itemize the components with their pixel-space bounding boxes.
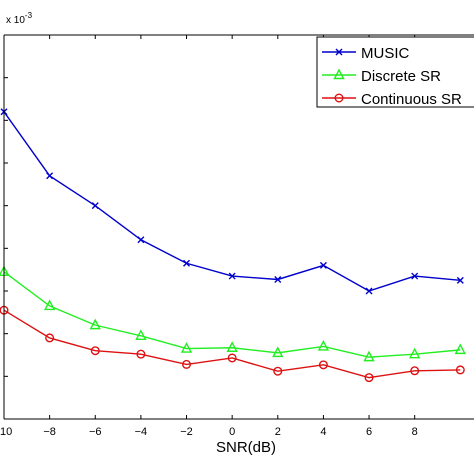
y-scale-label: x 10-3: [6, 11, 33, 26]
plot-axes: [3, 34, 474, 420]
data-point-music: [319, 261, 327, 269]
data-point-music: [228, 272, 236, 280]
series-continuous-sr: [0, 305, 465, 383]
data-point-discrete-sr: [317, 339, 330, 351]
data-point-music: [91, 202, 99, 210]
data-point-discrete-sr: [363, 350, 375, 362]
data-point-discrete-sr: [43, 299, 56, 311]
x-tick-label: −2: [180, 426, 193, 438]
x-tick-label: 8: [412, 426, 418, 438]
x-tick-label: −6: [89, 426, 102, 438]
legend-item-music: MUSIC: [322, 45, 410, 62]
x-tick-label: 10: [0, 426, 12, 438]
data-point-discrete-sr: [454, 343, 466, 355]
data-point-continuous-sr: [227, 353, 237, 363]
legend-items: MUSIC Discrete SR Continuous SR: [322, 45, 462, 108]
data-point-discrete-sr: [226, 341, 238, 352]
x-axis-label: SNR(dB): [216, 439, 276, 456]
legend: MUSIC Discrete SR Continuous SR: [316, 36, 474, 108]
x-tick-label: 0: [229, 426, 235, 438]
legend-marker-continuous-sr: [334, 93, 344, 103]
data-point-continuous-sr: [136, 349, 146, 359]
legend-item-continuous-sr: Continuous SR: [322, 91, 462, 108]
series-discrete-sr: [0, 265, 466, 362]
data-point-continuous-sr: [410, 366, 420, 376]
x-tick-label: 4: [320, 426, 326, 438]
data-point-discrete-sr: [272, 346, 284, 358]
data-point-music: [137, 236, 145, 244]
series-line-music: [3, 111, 461, 292]
series-music: [0, 108, 464, 295]
x-tick-label: −8: [43, 426, 56, 438]
data-point-discrete-sr: [180, 342, 193, 353]
data-point-discrete-sr: [89, 318, 101, 330]
legend-marker-music: [335, 48, 343, 56]
legend-box: [316, 36, 474, 108]
data-point-discrete-sr: [135, 329, 147, 340]
plot-series-layer: [0, 108, 466, 383]
legend-item-discrete-sr: Discrete SR: [322, 68, 441, 85]
data-point-continuous-sr: [273, 366, 283, 376]
x-tick-label: −4: [135, 426, 148, 438]
data-point-music: [456, 276, 464, 284]
data-point-discrete-sr: [409, 347, 421, 359]
data-point-music: [365, 287, 373, 295]
legend-label: MUSIC: [361, 45, 410, 62]
data-point-music: [274, 275, 282, 283]
legend-label: Continuous SR: [361, 91, 462, 108]
data-point-music: [183, 259, 191, 267]
data-point-continuous-sr: [318, 360, 328, 370]
data-point-music: [411, 272, 419, 280]
series-line-discrete-sr: [3, 271, 461, 358]
data-point-continuous-sr: [455, 365, 465, 375]
legend-marker-discrete-sr: [333, 68, 345, 80]
data-point-continuous-sr: [182, 359, 192, 369]
data-point-continuous-sr: [90, 346, 100, 356]
data-point-music: [46, 172, 54, 180]
data-point-continuous-sr: [364, 373, 374, 383]
x-tick-label: 6: [366, 426, 372, 438]
x-tick-label: 2: [275, 426, 281, 438]
legend-label: Discrete SR: [361, 68, 441, 85]
series-line-continuous-sr: [3, 309, 461, 379]
data-point-continuous-sr: [45, 333, 55, 343]
